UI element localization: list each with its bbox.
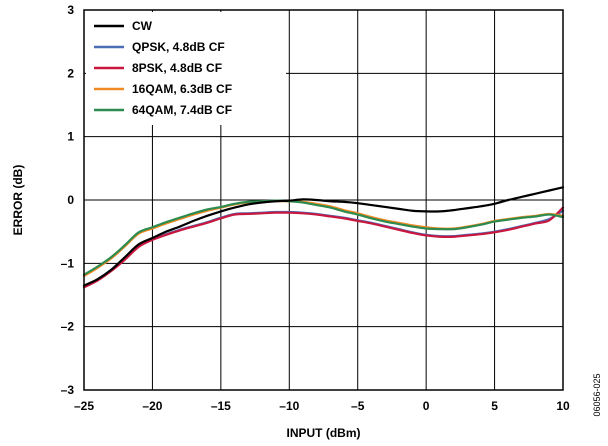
x-tick-label: –20: [142, 399, 162, 413]
x-tick-label: –5: [351, 399, 365, 413]
x-tick-label: –15: [211, 399, 231, 413]
legend-label-8psk: 8PSK, 4.8dB CF: [132, 61, 222, 75]
y-tick-label: –1: [61, 256, 75, 270]
x-tick-label: –10: [279, 399, 299, 413]
x-tick-label: 5: [491, 399, 498, 413]
y-tick-label: –3: [61, 383, 75, 397]
y-tick-label: 1: [67, 130, 74, 144]
x-tick-labels: –25 –20 –15 –10 –5 0 5 10: [74, 399, 570, 413]
series-line-64qam: [82, 199, 565, 276]
legend-label-16qam: 16QAM, 6.3dB CF: [132, 82, 232, 96]
legend: CW QPSK, 4.8dB CF 8PSK, 4.8dB CF 16QAM, 6.3…: [86, 12, 286, 125]
x-tick-label: 0: [423, 399, 430, 413]
legend-label-cw: CW: [132, 19, 153, 33]
series-line-8psk: [82, 206, 565, 289]
legend-label-64qam: 64QAM, 7.4dB CF: [132, 103, 232, 117]
x-axis-label: INPUT (dBm): [287, 426, 361, 440]
series-line-cw: [82, 186, 565, 287]
figure-id: 06056-025: [592, 373, 602, 416]
y-tick-label: 0: [67, 193, 74, 207]
y-tick-labels: –3 –2 –1 0 1 2 3: [61, 3, 75, 397]
series-layer: [82, 186, 565, 289]
y-tick-label: 3: [67, 3, 74, 17]
y-tick-label: 2: [67, 66, 74, 80]
plot-frame: [83, 9, 564, 391]
x-tick-label: 10: [556, 399, 570, 413]
x-tick-label: –25: [74, 399, 94, 413]
y-axis-label: ERROR (dB): [11, 165, 25, 236]
legend-label-qpsk: QPSK, 4.8dB CF: [132, 40, 225, 54]
y-tick-label: –2: [61, 320, 75, 334]
